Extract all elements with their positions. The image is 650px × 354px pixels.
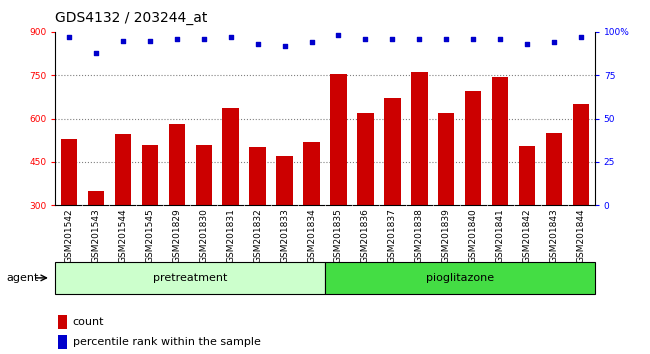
- Bar: [519, 146, 536, 292]
- Bar: [358, 113, 374, 292]
- Bar: [384, 98, 400, 292]
- Bar: [55, 262, 325, 294]
- Point: [468, 36, 478, 42]
- Point: [252, 41, 263, 47]
- Text: GSM201833: GSM201833: [280, 208, 289, 263]
- Point: [387, 36, 398, 42]
- Point: [64, 34, 74, 40]
- Text: GSM201844: GSM201844: [577, 208, 586, 263]
- Bar: [438, 113, 454, 292]
- Bar: [304, 142, 320, 292]
- Point: [280, 43, 290, 48]
- Text: GSM201837: GSM201837: [388, 208, 397, 263]
- Point: [144, 38, 155, 44]
- Bar: [573, 104, 590, 292]
- Point: [441, 36, 452, 42]
- Text: GSM201545: GSM201545: [145, 208, 154, 263]
- Text: agent: agent: [6, 273, 39, 283]
- Text: GSM201840: GSM201840: [469, 208, 478, 263]
- Text: GSM201830: GSM201830: [199, 208, 208, 263]
- Bar: [325, 262, 595, 294]
- Text: GSM201834: GSM201834: [307, 208, 316, 263]
- Point: [576, 34, 586, 40]
- Point: [414, 36, 424, 42]
- Bar: [114, 135, 131, 292]
- Text: GSM201843: GSM201843: [550, 208, 559, 263]
- Text: GDS4132 / 203244_at: GDS4132 / 203244_at: [55, 11, 207, 25]
- Point: [172, 36, 182, 42]
- Point: [333, 33, 344, 38]
- Bar: [168, 124, 185, 292]
- Point: [90, 50, 101, 56]
- Text: GSM201839: GSM201839: [442, 208, 451, 263]
- Text: GSM201835: GSM201835: [334, 208, 343, 263]
- Bar: [88, 191, 104, 292]
- Bar: [58, 315, 68, 329]
- Text: GSM201838: GSM201838: [415, 208, 424, 263]
- Text: GSM201841: GSM201841: [496, 208, 505, 263]
- Bar: [222, 108, 239, 292]
- Bar: [60, 139, 77, 292]
- Bar: [196, 144, 212, 292]
- Bar: [465, 91, 482, 292]
- Text: GSM201842: GSM201842: [523, 208, 532, 263]
- Bar: [546, 133, 562, 292]
- Text: pioglitazone: pioglitazone: [426, 273, 494, 283]
- Text: count: count: [73, 317, 104, 327]
- Bar: [411, 72, 428, 292]
- Point: [306, 39, 317, 45]
- Text: percentile rank within the sample: percentile rank within the sample: [73, 337, 261, 347]
- Point: [198, 36, 209, 42]
- Bar: [58, 335, 68, 348]
- Text: GSM201542: GSM201542: [64, 208, 73, 263]
- Point: [118, 38, 128, 44]
- Point: [360, 36, 370, 42]
- Text: GSM201829: GSM201829: [172, 208, 181, 263]
- Point: [549, 39, 560, 45]
- Text: GSM201543: GSM201543: [91, 208, 100, 263]
- Text: pretreatment: pretreatment: [153, 273, 228, 283]
- Bar: [276, 156, 292, 292]
- Bar: [142, 144, 158, 292]
- Text: GSM201831: GSM201831: [226, 208, 235, 263]
- Point: [495, 36, 506, 42]
- Text: GSM201832: GSM201832: [253, 208, 262, 263]
- Point: [226, 34, 236, 40]
- Point: [522, 41, 532, 47]
- Text: GSM201836: GSM201836: [361, 208, 370, 263]
- Bar: [250, 148, 266, 292]
- Text: GSM201544: GSM201544: [118, 208, 127, 263]
- Bar: [492, 77, 508, 292]
- Bar: [330, 74, 346, 292]
